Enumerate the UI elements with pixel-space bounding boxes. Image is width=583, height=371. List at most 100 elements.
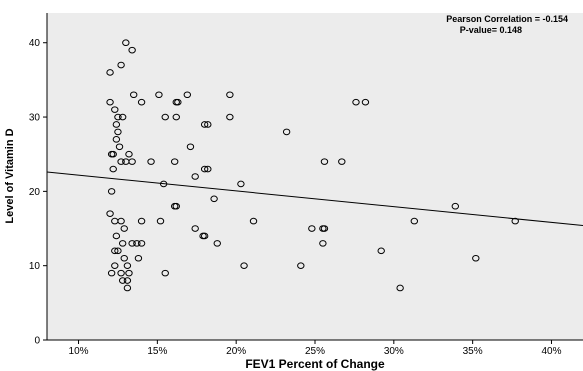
data-point [111,247,119,255]
data-point [114,128,122,136]
data-point [396,284,404,292]
data-point [128,46,136,54]
data-point [156,217,165,225]
data-point [352,98,360,106]
data-point [472,254,480,262]
data-point [117,217,125,225]
p-value-label: P-value= 0.148 [460,25,522,35]
data-point [297,262,305,269]
data-point [319,240,327,247]
data-point [172,202,180,210]
x-ticks: 10% 15% 20% 25% 30% 35% 40% [69,340,562,357]
data-point [137,98,146,106]
y-tick-label: 40 [29,38,41,49]
data-point [123,277,132,284]
data-point [111,262,119,269]
x-tick-label: 15% [147,346,167,357]
data-point [130,91,138,99]
plot-area [47,13,583,340]
data-point [320,158,329,165]
data-point [133,240,141,247]
y-tick-label: 10 [29,261,41,272]
y-axis-title: Level of Vitamin D [4,128,16,223]
y-tick-label: 20 [29,187,41,198]
x-tick-label: 25% [305,346,325,357]
data-point [128,158,136,165]
data-point [451,202,460,210]
data-point [109,150,117,158]
data-point [123,284,132,292]
x-tick-label: 35% [463,346,483,357]
data-point [377,247,385,255]
data-point [410,217,419,225]
x-tick-label: 20% [226,346,246,357]
data-point [125,150,133,158]
data-point [511,217,519,225]
data-point [118,113,127,121]
data-point [204,121,212,128]
data-point [120,254,128,262]
data-point [338,158,346,165]
x-axis-title: FEV1 Percent of Change [245,357,385,371]
x-tick-label: 10% [69,346,89,357]
data-point [112,136,121,143]
data-point [282,128,291,136]
data-point [117,61,125,69]
data-point [213,240,221,247]
data-point [191,173,199,180]
x-tick-label: 40% [541,346,561,357]
x-tick-label: 30% [384,346,404,357]
data-point [106,69,114,76]
pearson-correlation-label: Pearson Correlation = -0.154 [446,14,568,24]
data-point [117,269,125,277]
data-point [117,158,125,165]
data-point [249,217,258,225]
data-point [111,106,119,113]
data-point [161,269,169,277]
regression-line [46,171,583,227]
data-point [112,232,121,240]
data-point [186,143,195,151]
data-point [226,91,234,99]
data-point [170,158,179,165]
data-point [107,188,116,195]
data-point [137,240,146,247]
data-point [125,269,133,277]
data-point [109,165,117,173]
data-point [112,121,121,128]
data-point [147,158,155,165]
data-point [204,165,212,173]
data-point [115,143,124,151]
y-tick-label: 0 [34,336,40,347]
data-point [120,225,128,232]
data-point [200,121,209,128]
data-point [106,98,114,106]
data-point [123,262,132,269]
data-points [106,39,519,292]
data-point [210,195,218,203]
data-point [226,113,234,121]
data-point [107,269,116,277]
data-point [122,39,130,47]
data-point [361,98,370,106]
data-point [200,165,209,173]
data-point [161,113,169,121]
data-point [128,240,136,247]
data-point [191,225,199,232]
data-point [159,180,168,188]
data-point [155,91,163,99]
data-point [106,210,114,217]
y-ticks: 0 10 20 30 40 [29,38,47,347]
data-point [172,113,180,121]
data-point [200,232,209,240]
data-point [174,98,182,106]
data-point [240,262,248,269]
y-tick-label: 30 [29,113,41,124]
data-point [183,91,192,99]
data-point [114,113,122,121]
data-point [118,240,127,247]
data-point [134,254,143,262]
data-point [114,247,122,255]
data-point [237,180,245,188]
